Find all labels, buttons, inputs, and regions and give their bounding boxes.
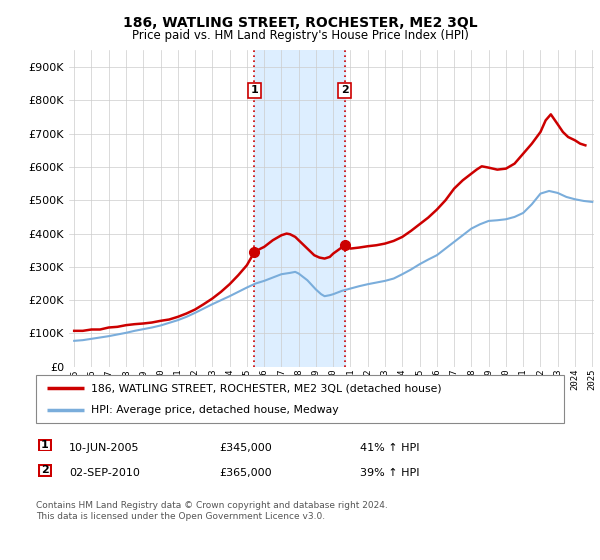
FancyBboxPatch shape bbox=[39, 465, 51, 476]
Text: Price paid vs. HM Land Registry's House Price Index (HPI): Price paid vs. HM Land Registry's House … bbox=[131, 29, 469, 42]
FancyBboxPatch shape bbox=[36, 375, 564, 423]
Text: £365,000: £365,000 bbox=[219, 468, 272, 478]
Text: 2: 2 bbox=[41, 465, 49, 475]
Text: Contains HM Land Registry data © Crown copyright and database right 2024.
This d: Contains HM Land Registry data © Crown c… bbox=[36, 501, 388, 521]
Text: HPI: Average price, detached house, Medway: HPI: Average price, detached house, Medw… bbox=[91, 405, 339, 415]
FancyBboxPatch shape bbox=[39, 440, 51, 451]
Text: 1: 1 bbox=[41, 440, 49, 450]
Text: £345,000: £345,000 bbox=[219, 443, 272, 453]
Text: 39% ↑ HPI: 39% ↑ HPI bbox=[360, 468, 419, 478]
Bar bbox=[254, 50, 345, 367]
Text: 186, WATLING STREET, ROCHESTER, ME2 3QL (detached house): 186, WATLING STREET, ROCHESTER, ME2 3QL … bbox=[91, 383, 442, 393]
Text: 10-JUN-2005: 10-JUN-2005 bbox=[69, 443, 139, 453]
Text: 2: 2 bbox=[341, 85, 349, 95]
Text: 02-SEP-2010: 02-SEP-2010 bbox=[69, 468, 140, 478]
Text: 41% ↑ HPI: 41% ↑ HPI bbox=[360, 443, 419, 453]
Text: 186, WATLING STREET, ROCHESTER, ME2 3QL: 186, WATLING STREET, ROCHESTER, ME2 3QL bbox=[122, 16, 478, 30]
Text: 1: 1 bbox=[251, 85, 259, 95]
